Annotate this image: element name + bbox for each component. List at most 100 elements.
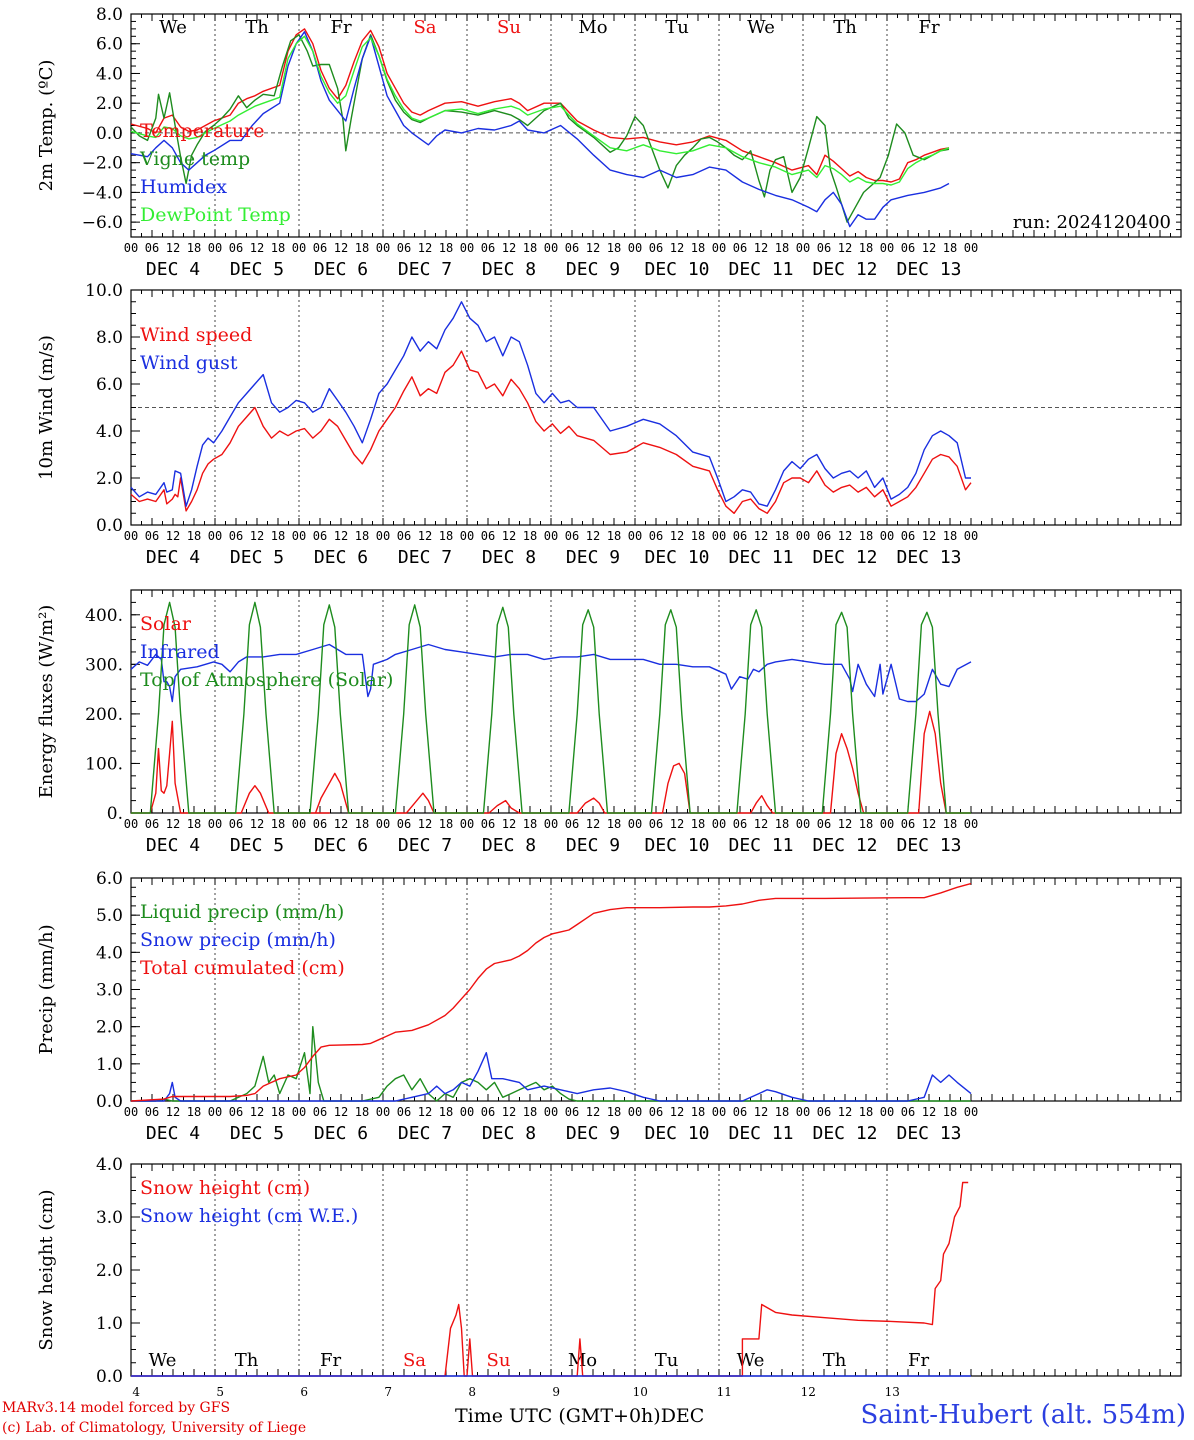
weekday-label: Th: [235, 1350, 259, 1371]
weekday-label: Fr: [918, 17, 939, 38]
weekday-label: Tu: [655, 1350, 679, 1371]
x-hour-label: 00: [796, 241, 810, 255]
x-hour-label: 12: [334, 1105, 348, 1119]
y-tick-label: −4.0: [82, 183, 123, 203]
x-hour-label: 00: [880, 241, 894, 255]
date-label: DEC 13: [896, 835, 961, 856]
legend-entry: Infrared: [140, 641, 220, 663]
y-tick-label: 6.0: [96, 375, 123, 395]
x-hour-label: 06: [229, 1105, 243, 1119]
x-hour-label: 00: [880, 817, 894, 831]
x-hour-label: 18: [523, 817, 537, 831]
y-axis-label: 2m Temp. (ºC): [36, 60, 57, 192]
x-hour-label: 00: [124, 1105, 138, 1119]
x-hour-label: 18: [775, 817, 789, 831]
weekday-label: Mo: [568, 1350, 597, 1371]
x-hour-label: 12: [166, 817, 180, 831]
x-hour-label: 18: [523, 1105, 537, 1119]
legend-entry: Total cumulated (cm): [140, 957, 345, 979]
legend-entry: Temperature: [140, 120, 264, 142]
x-hour-label: 12: [418, 817, 432, 831]
series-line-wind-speed: [130, 350, 972, 514]
weekday-label: Th: [245, 17, 269, 38]
legend-entry: DewPoint Temp: [140, 204, 291, 226]
date-label: DEC 12: [812, 835, 877, 856]
weekday-label: Fr: [908, 1350, 929, 1371]
date-label: DEC 11: [728, 259, 793, 280]
x-hour-label: 06: [649, 1105, 663, 1119]
x-hour-label: 06: [565, 241, 579, 255]
weekday-label: Su: [497, 17, 521, 38]
x-hour-label: 18: [271, 241, 285, 255]
x-hour-label: 00: [964, 1105, 978, 1119]
x-hour-label: 12: [670, 1105, 684, 1119]
x-hour-label: 06: [229, 529, 243, 543]
date-label: DEC 12: [812, 259, 877, 280]
x-hour-label: 06: [649, 529, 663, 543]
y-tick-label: 300.: [85, 655, 123, 675]
date-label: DEC 12: [812, 547, 877, 568]
date-label: DEC 8: [482, 547, 536, 568]
date-label: DEC 6: [314, 835, 368, 856]
weekday-label: We: [747, 17, 775, 38]
series-line-wind-gust: [130, 301, 971, 507]
x-hour-label: 12: [250, 241, 264, 255]
x-hour-label: 00: [712, 241, 726, 255]
x-hour-label: 12: [166, 241, 180, 255]
y-axis-label: Precip (mm/h): [36, 924, 57, 1054]
x-hour-label: 06: [817, 817, 831, 831]
series-line-vigne-temp: [130, 34, 950, 223]
x-hour-label: 00: [124, 817, 138, 831]
series-line-snow-height-cm-: [131, 1181, 969, 1377]
x-hour-label: 06: [397, 1105, 411, 1119]
weekday-label: We: [737, 1350, 765, 1371]
y-axis-label: 10m Wind (m/s): [36, 335, 57, 480]
y-tick-label: 4.0: [96, 422, 123, 442]
x-hour-label: 18: [607, 529, 621, 543]
x-hour-label: 18: [187, 1105, 201, 1119]
date-label: DEC 4: [146, 1123, 200, 1144]
date-label: DEC 13: [896, 1123, 961, 1144]
x-hour-label: 18: [355, 241, 369, 255]
x-hour-label: 12: [418, 529, 432, 543]
x-hour-label: 18: [775, 1105, 789, 1119]
y-tick-label: 10.0: [85, 281, 123, 301]
y-tick-label: 2.0: [96, 94, 123, 114]
x-hour-label: 12: [838, 817, 852, 831]
y-tick-label: 200.: [85, 705, 123, 725]
x-hour-label: 12: [922, 1105, 936, 1119]
legend-entry: Wind speed: [140, 324, 252, 346]
x-hour-label: 18: [355, 529, 369, 543]
y-tick-label: 2.0: [96, 1018, 123, 1038]
x-hour-label: 06: [313, 1105, 327, 1119]
y-tick-label: −2.0: [82, 154, 123, 174]
x-hour-label: 06: [901, 241, 915, 255]
weekday-label: Tu: [665, 17, 689, 38]
x-hour-label: 12: [754, 1105, 768, 1119]
series-line-temperature: [130, 28, 950, 183]
series-line-humidex: [130, 31, 950, 228]
date-label: DEC 10: [644, 547, 709, 568]
x-hour-label: 00: [628, 1105, 642, 1119]
y-tick-label: 0.0: [96, 516, 123, 536]
y-tick-label: 400.: [85, 606, 123, 626]
x-hour-label: 18: [523, 241, 537, 255]
x-hour-label: 00: [208, 817, 222, 831]
month-label: DEC: [660, 1405, 705, 1427]
x-hour-label: 12: [334, 241, 348, 255]
x-hour-label: 06: [481, 241, 495, 255]
day-number-label: 13: [885, 1385, 900, 1399]
legend-entry: Solar: [140, 613, 192, 635]
x-hour-label: 12: [670, 817, 684, 831]
x-hour-label: 00: [460, 241, 474, 255]
y-tick-label: 0.: [107, 804, 123, 824]
date-label: DEC 6: [314, 547, 368, 568]
x-hour-label: 06: [229, 241, 243, 255]
date-label: DEC 10: [644, 835, 709, 856]
x-hour-label: 18: [943, 1105, 957, 1119]
y-tick-label: 3.0: [96, 981, 123, 1001]
x-hour-label: 18: [523, 529, 537, 543]
x-hour-label: 00: [208, 529, 222, 543]
x-hour-label: 06: [145, 1105, 159, 1119]
x-hour-label: 12: [754, 241, 768, 255]
